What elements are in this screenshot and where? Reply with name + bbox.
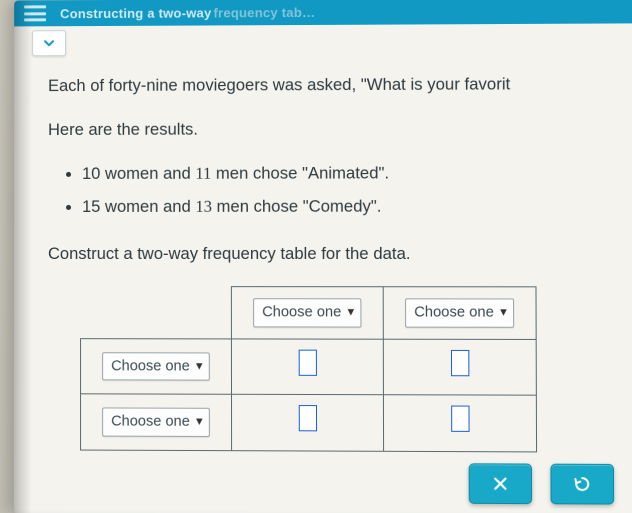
app-screen: Constructing a two-way frequency tab… Ea…	[14, 0, 632, 513]
lesson-title-fade: frequency tab…	[213, 4, 315, 20]
data-list: 10 women and 11 men chose "Animated". 15…	[82, 160, 632, 220]
table-corner	[81, 286, 232, 338]
col-header-1-dropdown[interactable]: Choose one ▼	[253, 298, 361, 327]
close-icon	[490, 474, 511, 494]
action-buttons	[469, 463, 615, 504]
frequency-table: Choose one ▼ Choose one ▼ Choose one ▼	[80, 286, 537, 453]
dropdown-label: Choose one	[111, 411, 190, 434]
answer-input[interactable]	[451, 406, 469, 432]
dropdown-label: Choose one	[262, 301, 341, 324]
chevron-down-icon: ▼	[345, 304, 356, 321]
instruction: Construct a two-way frequency table for …	[48, 242, 632, 268]
cell-2-1	[232, 395, 384, 452]
menu-icon[interactable]	[24, 5, 46, 21]
row-header-1: Choose one ▼	[81, 338, 232, 394]
question-content: Each of forty-nine moviegoers was asked,…	[14, 23, 632, 463]
question-line-1: Each of forty-nine moviegoers was asked,…	[48, 72, 632, 100]
dropdown-label: Choose one	[111, 355, 190, 378]
bullet-2: 15 women and 13 men chose "Comedy".	[82, 193, 632, 220]
col-header-1: Choose one ▼	[231, 286, 383, 339]
answer-input[interactable]	[298, 405, 316, 431]
undo-button[interactable]	[550, 464, 614, 505]
lesson-title: Constructing a two-way	[60, 5, 211, 21]
bullet-1: 10 women and 11 men chose "Animated".	[82, 160, 632, 188]
question-line-2: Here are the results.	[48, 116, 632, 143]
col-header-2-dropdown[interactable]: Choose one ▼	[405, 298, 514, 327]
clear-button[interactable]	[469, 463, 532, 504]
cell-2-2	[383, 395, 536, 452]
answer-input[interactable]	[450, 350, 468, 376]
chevron-down-icon: ▼	[498, 304, 509, 321]
undo-icon	[572, 474, 593, 494]
chevron-down-icon: ▼	[194, 414, 205, 431]
chevron-down-icon: ▼	[194, 358, 205, 375]
cell-1-2	[383, 339, 536, 396]
row-header-2: Choose one ▼	[81, 394, 232, 450]
dropdown-label: Choose one	[414, 301, 494, 324]
col-header-2: Choose one ▼	[383, 287, 536, 340]
row-header-1-dropdown[interactable]: Choose one ▼	[102, 352, 210, 381]
expand-toggle[interactable]	[32, 30, 66, 56]
topbar: Constructing a two-way frequency tab…	[14, 0, 632, 26]
answer-input[interactable]	[298, 349, 316, 375]
cell-1-1	[231, 339, 383, 395]
row-header-2-dropdown[interactable]: Choose one ▼	[102, 408, 210, 437]
chevron-down-icon	[41, 35, 57, 51]
